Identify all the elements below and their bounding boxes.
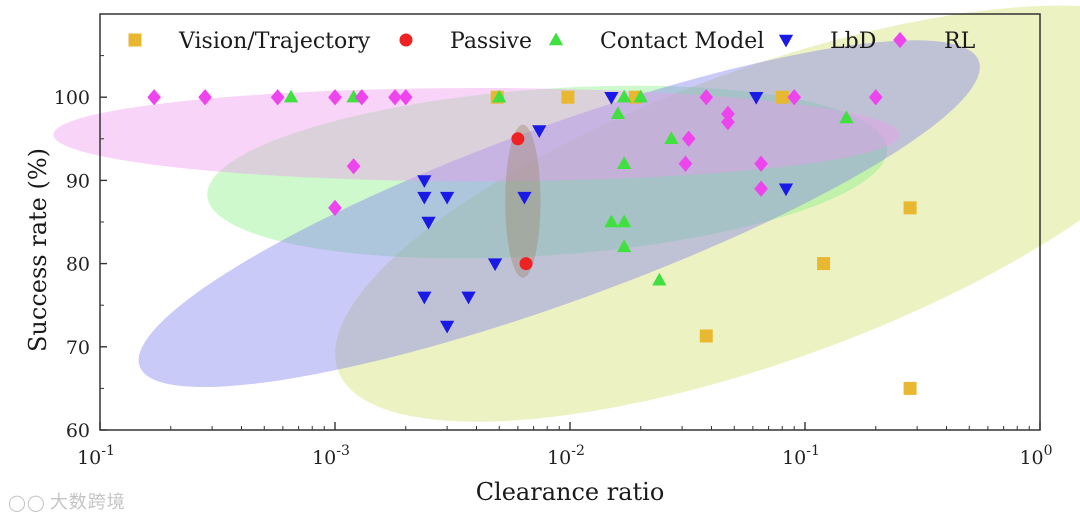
point-vision-trajectory: [561, 90, 575, 104]
point-rl: [681, 130, 696, 147]
point-lbd: [439, 320, 455, 334]
point-lbd: [532, 125, 547, 138]
data-points: [147, 89, 917, 395]
x-tick-label: 10-3: [312, 443, 350, 469]
point-rl: [346, 158, 361, 175]
legend-label-lbd: LbD: [830, 29, 876, 54]
legend-label-vision-trajectory: Vision/Trajectory: [178, 29, 371, 54]
ellipse-contact-model: [207, 85, 888, 259]
point-contact-model: [839, 110, 854, 124]
ellipse-vision-trajectory: [335, 5, 1080, 422]
point-lbd: [461, 291, 476, 305]
point-vision-trajectory: [699, 329, 713, 343]
point-passive: [511, 132, 525, 146]
point-rl: [678, 155, 693, 172]
wechat-icon: ◯◯: [8, 493, 46, 512]
y-tick-label: 90: [66, 170, 90, 192]
watermark: ◯◯ 大数跨境: [8, 488, 126, 514]
point-rl: [868, 89, 883, 106]
point-lbd: [417, 291, 432, 305]
point-contact-model: [610, 106, 626, 120]
point-rl: [398, 89, 413, 106]
point-rl: [721, 114, 735, 131]
legend-marker-rl: [893, 31, 907, 49]
point-lbd: [417, 175, 432, 188]
point-lbd: [517, 191, 532, 205]
watermark-text: 大数跨境: [49, 492, 126, 513]
legend-marker-vision-trajectory: [128, 33, 142, 47]
point-contact-model: [604, 214, 619, 228]
legend-label-passive: Passive: [450, 29, 532, 54]
x-axis-title: Clearance ratio: [475, 478, 665, 506]
y-tick-label: 100: [54, 87, 90, 109]
point-contact-model: [652, 272, 667, 286]
point-rl: [198, 89, 212, 106]
point-contact-model: [283, 89, 299, 103]
point-vision-trajectory: [775, 90, 789, 104]
point-vision-trajectory: [903, 201, 917, 215]
point-rl: [270, 89, 285, 106]
ellipse-lbd: [138, 40, 980, 388]
point-lbd: [421, 216, 436, 230]
legend-label-contact-model: Contact Model: [600, 29, 764, 54]
axis-ticks: 60 70 80 90 100 10-1 10-3 10-2 10-1 100: [54, 55, 1053, 469]
y-axis-title: Success rate (%): [24, 147, 52, 353]
point-rl: [699, 89, 714, 106]
point-lbd: [778, 183, 794, 197]
point-rl: [328, 199, 342, 216]
point-lbd: [604, 92, 619, 105]
legend-label-rl: RL: [944, 29, 976, 54]
point-vision-trajectory: [817, 257, 831, 271]
y-tick-label: 60: [66, 420, 90, 442]
point-contact-model: [633, 89, 648, 103]
ellipse-rl: [53, 88, 900, 182]
point-lbd: [749, 92, 764, 105]
legend: Vision/Trajectory Passive Contact Model LbD…: [128, 29, 976, 54]
legend-marker-contact-model: [548, 32, 564, 46]
point-contact-model: [617, 239, 632, 253]
x-tick-label: 100: [1019, 443, 1052, 469]
point-rl: [787, 89, 802, 106]
point-lbd: [439, 191, 455, 205]
point-rl: [754, 180, 768, 197]
x-tick-label: 10-1: [77, 443, 115, 469]
y-tick-label: 70: [66, 337, 90, 359]
legend-marker-passive: [399, 33, 413, 47]
point-contact-model: [664, 131, 679, 144]
point-contact-model: [617, 156, 632, 169]
point-contact-model: [492, 89, 507, 103]
point-rl: [328, 89, 342, 106]
point-vision-trajectory: [903, 381, 917, 395]
point-rl: [147, 89, 161, 106]
cluster-ellipses: [53, 5, 1080, 422]
y-tick-label: 80: [66, 254, 90, 276]
legend-marker-lbd: [778, 34, 794, 48]
point-contact-model: [617, 214, 632, 228]
point-lbd: [487, 258, 503, 272]
point-contact-model: [617, 89, 632, 103]
point-rl: [754, 155, 768, 172]
x-tick-label: 10-2: [547, 443, 585, 469]
x-tick-label: 10-1: [782, 443, 820, 469]
point-rl: [354, 89, 369, 106]
point-lbd: [417, 191, 432, 205]
point-rl: [388, 89, 402, 106]
point-rl: [721, 105, 735, 122]
point-passive: [519, 257, 533, 271]
